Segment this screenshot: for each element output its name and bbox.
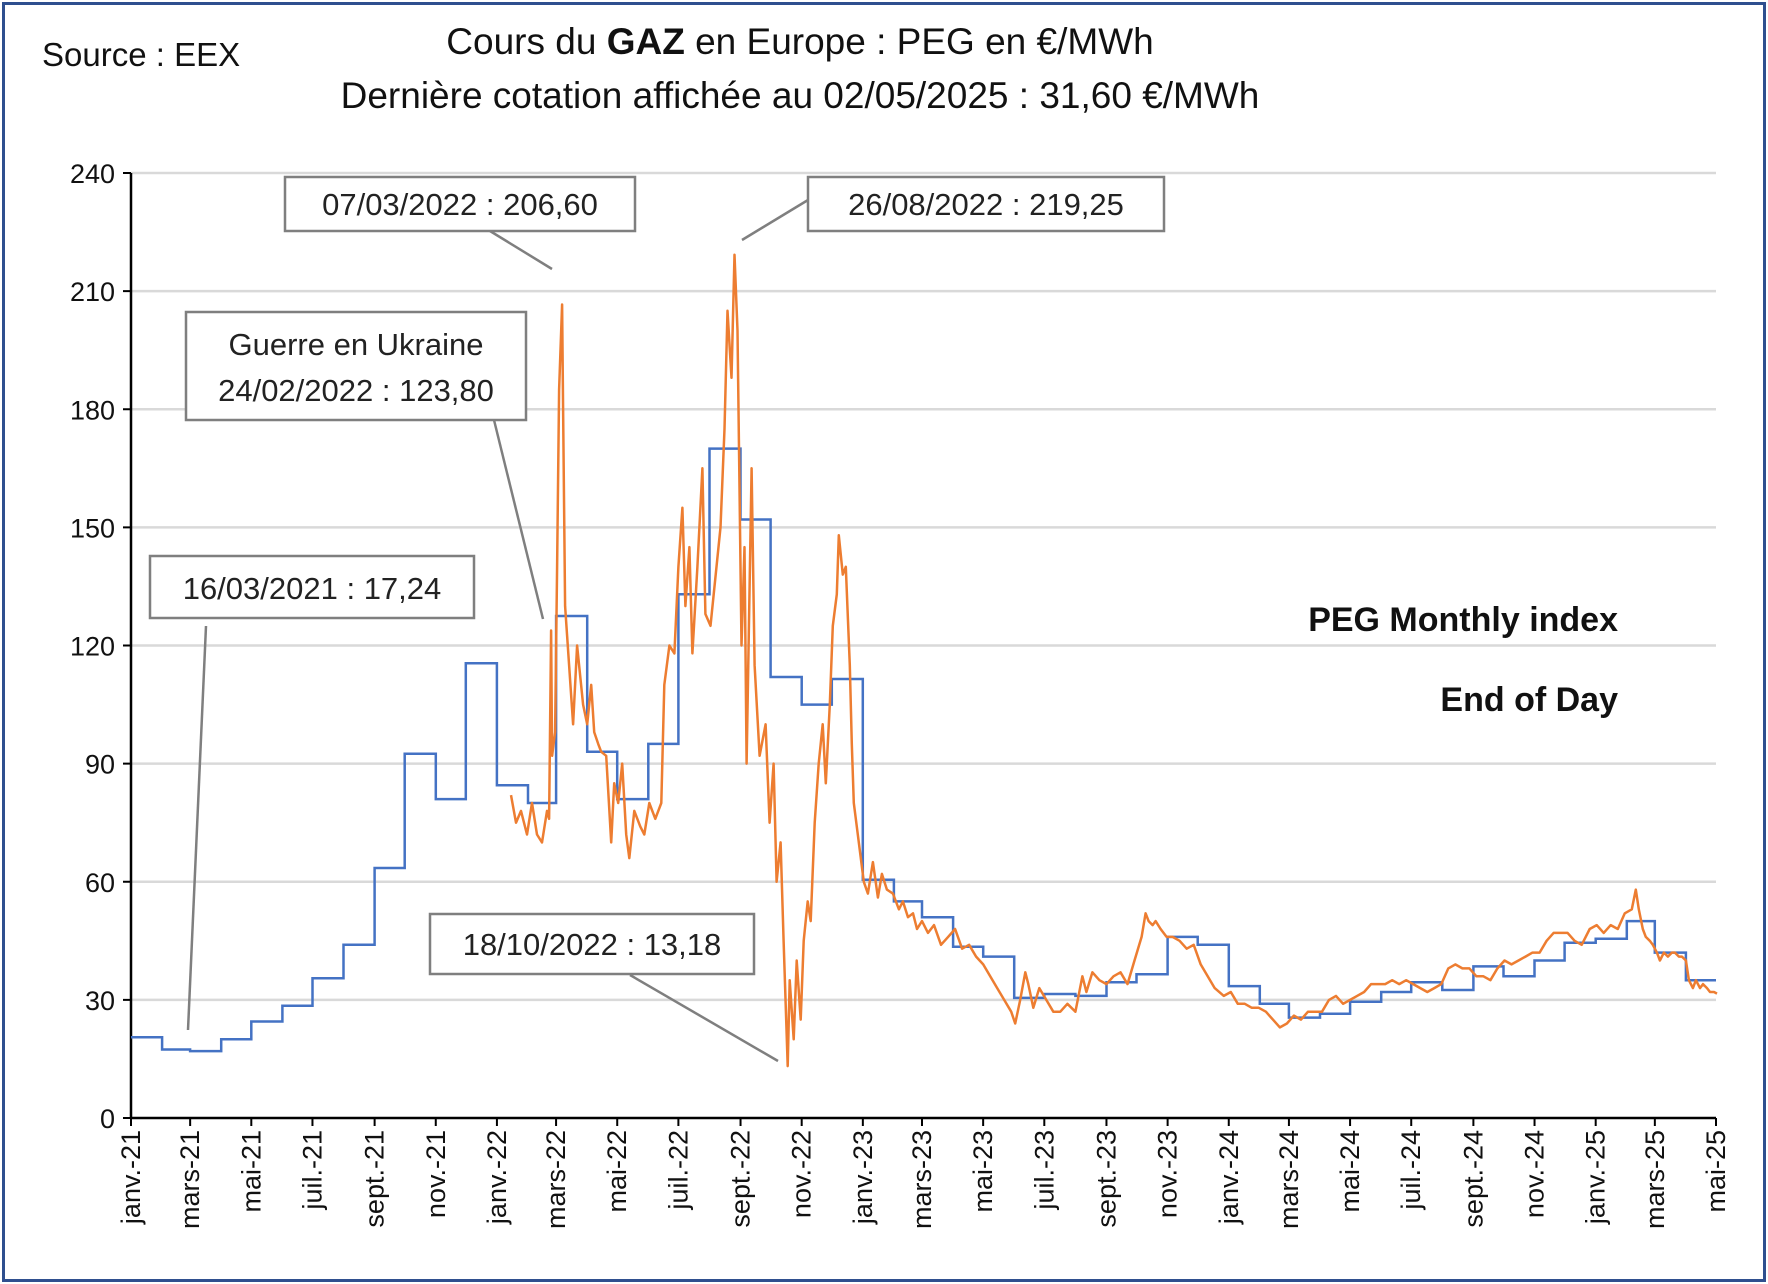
axes <box>129 173 1716 1120</box>
chart-title-line2: Dernière cotation affichée au 02/05/2025… <box>341 75 1260 116</box>
callout-text-mar2022: 07/03/2022 : 206,60 <box>322 187 598 222</box>
chart-title-line1: Cours du GAZ en Europe : PEG en €/MWh <box>446 21 1153 62</box>
x-tick-label: janv.-22 <box>482 1130 512 1225</box>
gridlines <box>131 171 1716 1002</box>
y-tick-label: 120 <box>70 632 115 662</box>
x-tick-label: janv.-23 <box>848 1130 878 1225</box>
callout-text-aug2022: 26/08/2022 : 219,25 <box>848 187 1124 222</box>
y-tick-label: 150 <box>70 513 115 543</box>
x-tick-label: sept.-21 <box>360 1130 390 1228</box>
x-tick-label: mai-25 <box>1701 1130 1731 1213</box>
callout-text-oct2022: 18/10/2022 : 13,18 <box>463 927 722 962</box>
x-tick-label: janv.-21 <box>116 1130 146 1225</box>
x-tick-label: juil.-21 <box>297 1130 327 1211</box>
x-tick-label: sept.-24 <box>1458 1130 1488 1228</box>
series-lines <box>131 253 1718 1068</box>
callout-line-2021 <box>186 625 208 1031</box>
callout-text-ukraine-line1: Guerre en Ukraine <box>228 327 483 362</box>
callout-box-aug2022 <box>806 175 1166 233</box>
y-tick-label: 0 <box>100 1104 115 1134</box>
x-tick-label: mars-22 <box>541 1130 571 1229</box>
x-tick-label: mars-25 <box>1640 1130 1670 1229</box>
x-tick-label: mars-21 <box>175 1130 205 1229</box>
y-axis-ticks: 0 30 60 90 120 150 180 210 240 <box>70 159 131 1134</box>
x-tick-label: juil.-23 <box>1029 1130 1059 1211</box>
x-tick-label: nov.-21 <box>421 1130 451 1218</box>
callout-line-aug2022 <box>741 198 809 242</box>
x-tick-label: janv.-25 <box>1581 1130 1611 1225</box>
callout-line-ukraine <box>492 419 545 620</box>
y-tick-label: 60 <box>85 868 115 898</box>
x-tick-label: nov.-22 <box>787 1130 817 1218</box>
x-tick-label: mai-22 <box>602 1130 632 1213</box>
x-tick-label: mai-23 <box>968 1130 998 1213</box>
y-tick-label: 240 <box>70 159 115 189</box>
series-line-peg-monthly-index <box>131 447 1716 1053</box>
callout-box-oct2022 <box>428 912 756 976</box>
x-tick-label: sept.-23 <box>1091 1130 1121 1228</box>
callout-text-ukraine-line2: 24/02/2022 : 123,80 <box>218 373 494 408</box>
x-tick-label: nov.-24 <box>1520 1130 1550 1218</box>
legend-end-of-day: End of Day <box>1440 681 1618 719</box>
x-tick-label: juil.-24 <box>1396 1130 1426 1211</box>
x-tick-label: mai-21 <box>236 1130 266 1213</box>
y-tick-label: 210 <box>70 277 115 307</box>
callout-box-mar2022 <box>283 175 637 233</box>
x-axis-ticks: janv.-21 mars-21 mai-21 juil.-21 sept.-21 nov… <box>116 1118 1731 1229</box>
callout-box-ukraine <box>184 310 528 422</box>
y-tick-label: 30 <box>85 986 115 1016</box>
y-tick-label: 90 <box>85 750 115 780</box>
annotation-callouts: 16/03/2021 : 17,24 Guerre en Ukraine 24/… <box>148 175 1166 1063</box>
x-tick-label: mars-23 <box>907 1130 937 1229</box>
x-tick-label: mars-24 <box>1274 1130 1304 1229</box>
callout-line-oct2022 <box>629 973 779 1063</box>
y-tick-label: 180 <box>70 395 115 425</box>
legend-peg-monthly-index: PEG Monthly index <box>1308 601 1618 639</box>
source-label: Source : EEX <box>42 36 240 73</box>
series-line-end-of-day <box>509 253 1718 1068</box>
callout-box-2021 <box>148 554 476 620</box>
x-tick-label: mai-24 <box>1335 1130 1365 1213</box>
callout-line-mar2022 <box>489 229 553 271</box>
callout-text-2021: 16/03/2021 : 17,24 <box>183 571 442 606</box>
x-tick-label: juil.-22 <box>663 1130 693 1211</box>
x-tick-label: janv.-24 <box>1214 1130 1244 1225</box>
x-tick-label: sept.-22 <box>726 1130 756 1228</box>
x-tick-label: nov.-23 <box>1153 1130 1183 1218</box>
